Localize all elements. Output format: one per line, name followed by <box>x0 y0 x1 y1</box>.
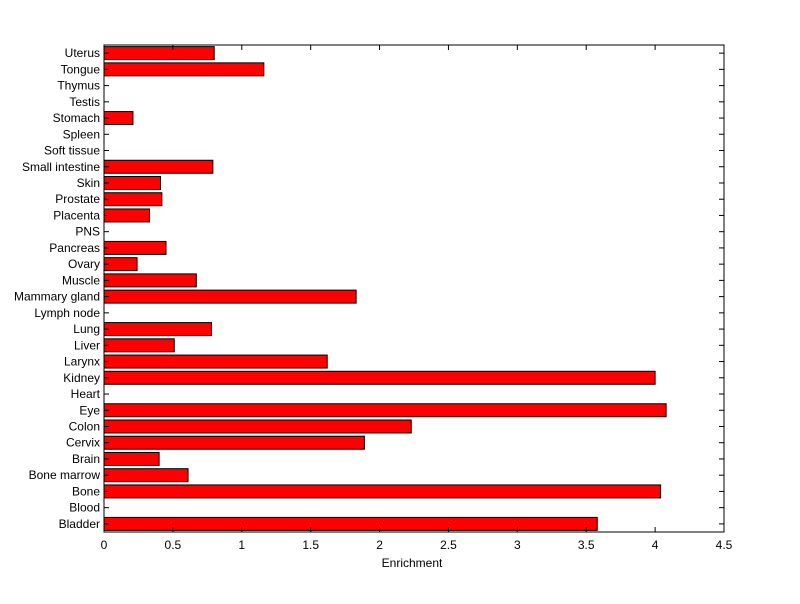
ticks-layer: Bladder Blood Bone Bone marrow Brain Cervix Co… <box>14 45 733 552</box>
bars-layer <box>103 46 667 531</box>
x-axis-label: Enrichment <box>382 556 443 570</box>
y-tick-label: Tongue <box>61 62 101 76</box>
bar-placenta <box>103 208 150 223</box>
x-tick-label: 2.5 <box>440 538 457 552</box>
x-tick-label: 1 <box>238 538 245 552</box>
bar-mammary-gland <box>103 289 357 304</box>
y-tick-label: Muscle <box>62 273 100 287</box>
y-tick-label: Blood <box>69 501 100 515</box>
y-tick-label: Bone marrow <box>29 468 101 482</box>
bar-colon <box>103 419 412 434</box>
y-tick-label: Stomach <box>53 111 100 125</box>
y-tick-label: Testis <box>69 95 100 109</box>
y-tick-label: Uterus <box>65 46 100 60</box>
bar-larynx <box>103 354 328 369</box>
y-tick-label: Lymph node <box>34 306 100 320</box>
x-tick-label: 2 <box>376 538 383 552</box>
bar-small-intestine <box>103 159 214 174</box>
bar-lung <box>103 322 212 337</box>
bar-muscle <box>103 273 197 288</box>
bar-cervix <box>103 435 365 450</box>
bar-skin <box>103 175 161 190</box>
y-tick-label: Spleen <box>63 127 100 141</box>
y-tick-label: Placenta <box>53 208 100 222</box>
x-tick-label: 0 <box>101 538 108 552</box>
plot-frame <box>103 44 725 533</box>
y-tick-label: Larynx <box>64 355 100 369</box>
bar-brain <box>103 451 160 466</box>
y-tick-label: Kidney <box>63 371 100 385</box>
y-tick-label: Lung <box>73 322 100 336</box>
x-tick-label: 3.5 <box>578 538 595 552</box>
y-tick-label: Prostate <box>55 192 100 206</box>
x-tick-label: 4.5 <box>716 538 733 552</box>
y-tick-label: Heart <box>71 387 101 401</box>
bar-bone <box>103 484 662 499</box>
y-tick-label: Eye <box>79 403 100 417</box>
y-tick-label: Thymus <box>57 79 100 93</box>
x-tick-label: 0.5 <box>165 538 182 552</box>
y-tick-label: Bone <box>72 484 100 498</box>
bar-prostate <box>103 192 163 207</box>
bar-liver <box>103 338 175 353</box>
y-tick-label: Skin <box>77 176 100 190</box>
bar-uterus <box>103 46 215 61</box>
x-tick-label: 4 <box>652 538 659 552</box>
x-tick-label: 3 <box>514 538 521 552</box>
y-tick-label: PNS <box>75 225 100 239</box>
x-tick-label: 1.5 <box>302 538 319 552</box>
y-tick-label: Liver <box>74 338 100 352</box>
y-tick-label: Soft tissue <box>44 144 100 158</box>
bar-kidney <box>103 370 656 385</box>
bar-tongue <box>103 62 265 77</box>
y-tick-label: Ovary <box>68 257 100 271</box>
y-tick-label: Brain <box>72 452 100 466</box>
y-tick-label: Mammary gland <box>14 290 100 304</box>
bar-bladder <box>103 516 598 531</box>
y-tick-label: Small intestine <box>22 160 100 174</box>
bar-bone-marrow <box>103 468 189 483</box>
y-tick-label: Cervix <box>66 436 100 450</box>
bar-eye <box>103 403 667 418</box>
y-tick-label: Pancreas <box>49 241 100 255</box>
y-tick-label: Bladder <box>59 517 100 531</box>
y-tick-label: Colon <box>69 419 100 433</box>
bar-pancreas <box>103 240 167 255</box>
